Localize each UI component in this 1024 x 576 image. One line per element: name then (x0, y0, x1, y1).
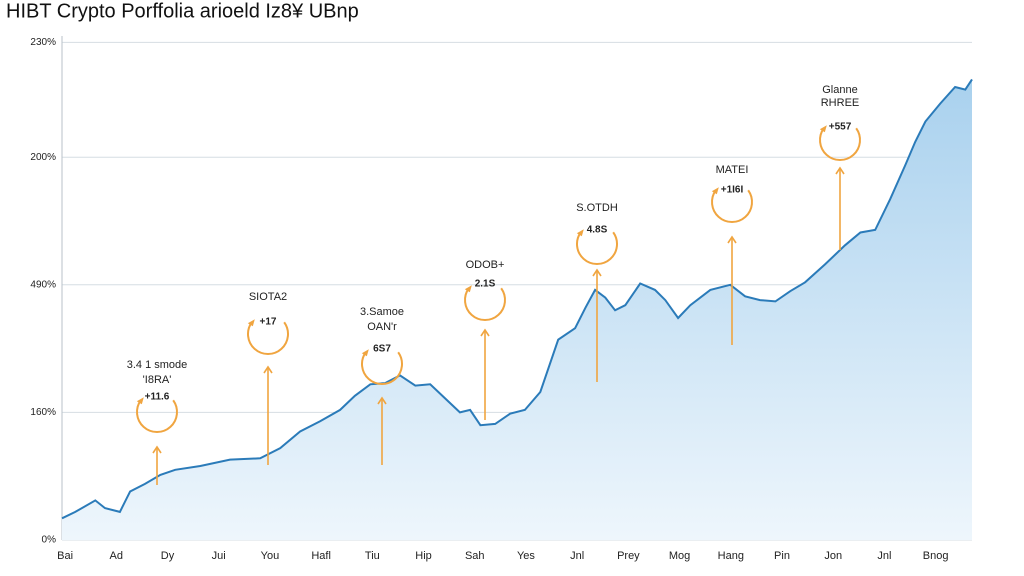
x-tick-label: Prey (617, 550, 640, 562)
arrow-tip (592, 268, 602, 277)
annotation-label: OAN'r (367, 321, 397, 333)
arrowhead (247, 319, 255, 327)
y-tick-label: 230% (30, 37, 56, 48)
arrow-tip (727, 235, 737, 244)
annotation-value: 6S7 (373, 344, 391, 355)
annotation-circle (136, 399, 178, 433)
arrowhead (361, 349, 369, 357)
annotation-circle (819, 127, 861, 161)
annotation-value: +557 (829, 122, 852, 133)
x-tick-label: Sah (465, 550, 485, 562)
annotation-label: Glanne (822, 84, 857, 96)
annotation-value: +1I6I (721, 185, 744, 196)
annotation-value: 4.8S (587, 225, 608, 236)
arrow-tip (263, 365, 273, 374)
annotation-label: RHREE (821, 97, 860, 109)
area (62, 79, 972, 541)
x-tick-label: Jnl (570, 550, 584, 562)
x-tick-label: Bnog (923, 550, 949, 562)
x-tick-label: You (261, 550, 280, 562)
annotation-value: +17 (260, 317, 277, 328)
x-tick-label: Pin (774, 550, 790, 562)
y-tick-label: 160% (30, 407, 56, 418)
x-tick-label: Dy (161, 550, 175, 562)
arrow-tip (377, 396, 387, 405)
x-tick-label: Mog (669, 550, 690, 562)
annotation-label: S.OTDH (576, 202, 618, 214)
annotation-value: +11.6 (145, 392, 170, 403)
annotation-label: 3.4 1 smode (127, 359, 188, 371)
annotation-circle (361, 351, 403, 385)
x-tick-label: Jon (824, 550, 842, 562)
annotation-circle (576, 231, 618, 265)
chart-title: HIBT Crypto Porffolia arioeld Iz8¥ UBnp (6, 0, 359, 22)
x-tick-label: Hafl (311, 550, 331, 562)
annotation-label: ODOB+ (466, 259, 505, 271)
annotation-label: 3.Samoe (360, 306, 404, 318)
line (61, 78, 973, 520)
annotation-label: 'I8RA' (143, 374, 172, 386)
arrow-tip (835, 166, 845, 175)
y-tick-label: 0% (42, 535, 57, 546)
arrowhead (711, 187, 719, 195)
x-tick-label: Yes (517, 550, 535, 562)
arrowhead (576, 229, 584, 237)
x-tick-label: Bai (57, 550, 73, 562)
x-tick-label: Ad (110, 550, 123, 562)
annotation-circle (711, 189, 753, 223)
arrowhead (464, 285, 472, 293)
annotation-circle (464, 287, 506, 321)
x-tick-label: Hang (718, 550, 744, 562)
x-tick-label: Jnl (877, 550, 891, 562)
x-tick-label: Jui (212, 550, 226, 562)
x-tick-label: Hip (415, 550, 432, 562)
x-tick-label: Tiu (365, 550, 380, 562)
arrow-tip (152, 445, 162, 454)
arrowhead (819, 125, 827, 133)
annotation-label: SIOTA2 (249, 291, 287, 303)
y-tick-label: 200% (30, 152, 56, 163)
arrow-tip (480, 328, 490, 337)
y-tick-label: 490% (30, 279, 56, 290)
annotation-label: MATEI (716, 164, 749, 176)
arrowhead (136, 397, 144, 405)
annotation-circle (247, 321, 289, 355)
annotation-value: 2.1S (475, 279, 496, 290)
